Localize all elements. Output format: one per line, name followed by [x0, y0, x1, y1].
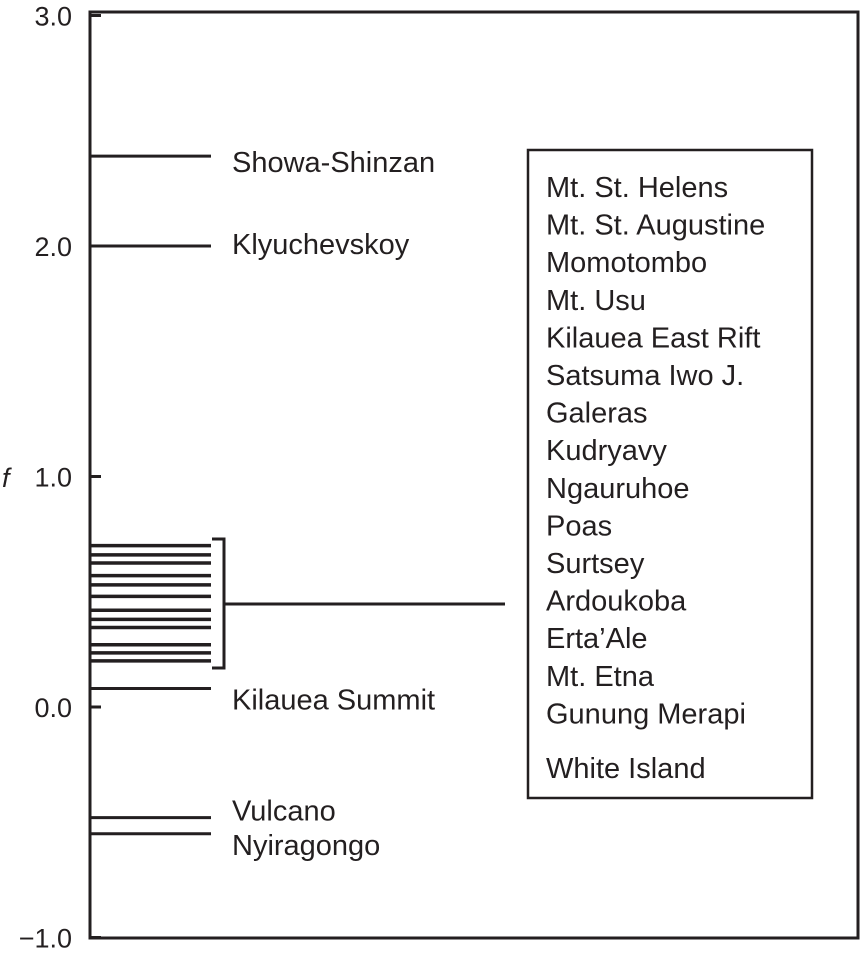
legend-entry: Ngauruhoe — [546, 473, 690, 505]
legend-entry: Kilauea East Rift — [546, 322, 760, 354]
legend-entry: Mt. Etna — [546, 661, 655, 693]
legend-box — [526, 148, 814, 800]
legend-entry: Kudryavy — [546, 435, 667, 467]
legend-entry: White Island — [546, 753, 706, 785]
legend-entry: Erta’Ale — [546, 623, 648, 655]
level-label: Kilauea Summit — [232, 685, 435, 717]
y-axis-label: f — [2, 463, 12, 493]
legend-entry: Poas — [546, 510, 612, 542]
y-tick-label: 3.0 — [34, 2, 72, 32]
legend-entry: Surtsey — [546, 548, 645, 580]
y-tick-label: 2.0 — [34, 232, 72, 262]
level-label: Showa-Shinzan — [232, 147, 435, 179]
legend-entry: Mt. Usu — [546, 285, 646, 317]
legend-entry: Mt. St. Helens — [546, 172, 728, 204]
level-label: Nyiragongo — [232, 830, 380, 862]
legend-entry: Ardoukoba — [546, 586, 687, 618]
legend-entry: Mt. St. Augustine — [546, 210, 765, 242]
level-label: Klyuchevskoy — [232, 229, 410, 261]
y-tick-label: 0.0 — [34, 693, 72, 723]
level-label: Vulcano — [232, 796, 336, 828]
group-bracket — [212, 537, 226, 670]
y-tick-label: −1.0 — [19, 924, 72, 954]
y-tick-label: 1.0 — [34, 463, 72, 493]
legend-entry: Momotombo — [546, 247, 707, 279]
legend-entry: Satsuma Iwo J. — [546, 360, 744, 392]
legend-entry: Galeras — [546, 398, 648, 430]
legend-entry: Gunung Merapi — [546, 698, 746, 730]
